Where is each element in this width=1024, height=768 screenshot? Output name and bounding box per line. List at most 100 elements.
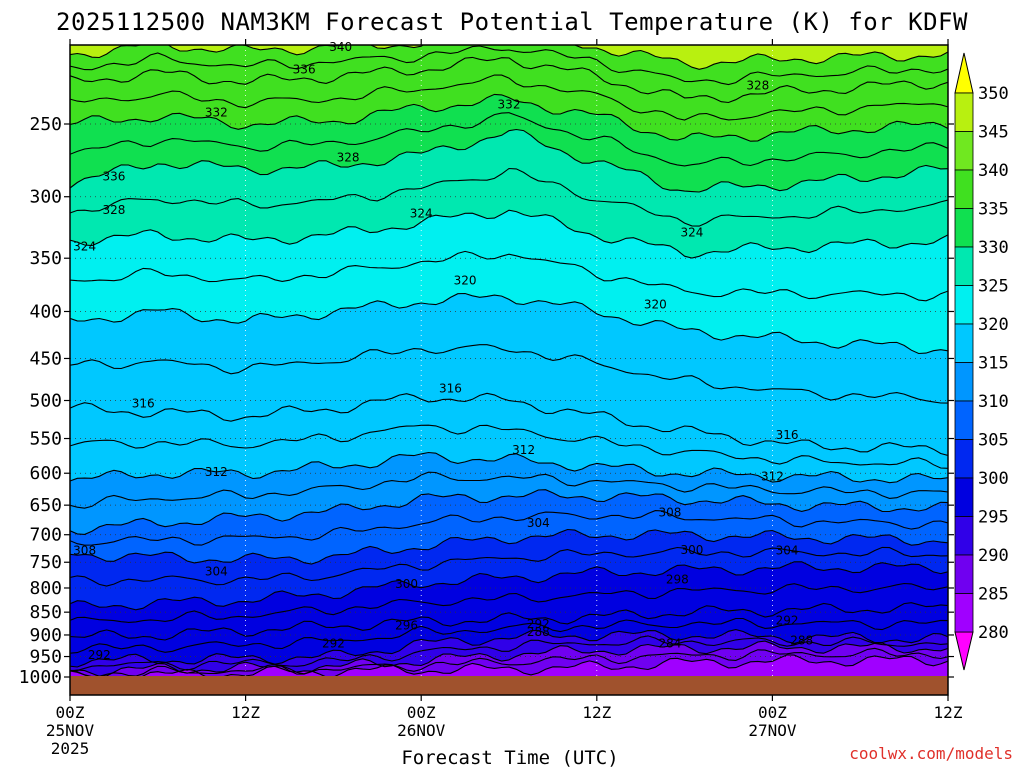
contour-mid-296 (70, 582, 948, 623)
contour-label: 328 (102, 203, 125, 217)
y-tick-label: 300 (29, 187, 62, 208)
colorbar-label: 335 (978, 200, 1009, 220)
credit-text: coolwx.com/models (849, 744, 1013, 763)
contour-label: 288 (527, 625, 550, 639)
x-axis-label: Forecast Time (UTC) (401, 747, 618, 768)
x-tick-label: 00Z (758, 703, 787, 722)
contour-label: 284 (659, 636, 682, 650)
contour-332 (70, 93, 948, 142)
colorbar-label: 285 (978, 585, 1009, 605)
colorbar-segment (954, 554, 974, 594)
y-tick-label: 950 (29, 647, 62, 668)
contour-mid-288 (70, 635, 948, 671)
contour-label: 304 (527, 516, 550, 530)
colorbar-segment (954, 323, 974, 363)
y-tick-label: 750 (29, 552, 62, 573)
temperature-field (70, 45, 948, 695)
contour-mid-304 (70, 510, 948, 546)
contour-336 (70, 56, 948, 104)
colorbar-label: 315 (978, 354, 1009, 374)
y-tick-label: 800 (29, 578, 62, 599)
colorbar-label: 295 (978, 508, 1009, 528)
y-tick-label: 250 (29, 114, 62, 135)
contour-304 (70, 528, 948, 565)
x-tick-label: 27NOV (748, 721, 797, 740)
contour-label: 332 (498, 97, 521, 111)
contour-mid-312 (70, 424, 948, 469)
contour-mid-320 (70, 250, 948, 302)
contour-316 (70, 392, 948, 457)
contour-label: 312 (512, 443, 535, 457)
colorbar-segment (954, 400, 974, 440)
contour-label: 292 (527, 617, 550, 631)
colorbar-segment (954, 362, 974, 402)
contour-label: 300 (395, 577, 418, 591)
contour-mid-292 (70, 617, 948, 654)
x-tick-label: 00Z (56, 703, 85, 722)
colorbar-top-arrow (954, 52, 974, 94)
contour-label: 324 (680, 225, 703, 239)
contour-label: 300 (680, 543, 703, 557)
contour-324 (70, 209, 948, 259)
contour-label: 332 (205, 106, 228, 120)
grid-lines (70, 45, 948, 695)
x-tick-label: 25NOV (46, 721, 95, 740)
contour-mid-284 (70, 647, 948, 678)
colorbar-label: 280 (978, 623, 1009, 643)
x-tick-label: 00Z (407, 703, 436, 722)
y-tick-label: 1000 (19, 667, 62, 688)
colorbar-segment (954, 593, 974, 633)
x-tick-label: 12Z (582, 703, 611, 722)
colorbar-label: 340 (978, 161, 1009, 181)
contour-320 (70, 292, 948, 355)
chart-title: 2025112500 NAM3KM Forecast Potential Tem… (56, 8, 968, 36)
contour-label: 336 (102, 169, 125, 183)
contour-340 (70, 45, 948, 70)
contour-lines (70, 45, 948, 683)
contour-label: 296 (395, 619, 418, 633)
y-axis: 2503003504004505005506006507007508008509… (19, 114, 954, 688)
contour-label: 292 (322, 637, 345, 651)
colorbar-label: 345 (978, 123, 1009, 143)
contour-label: 340 (329, 40, 352, 54)
contour-mid-336 (70, 45, 948, 86)
colorbar: 350 345 340 335 330 325 320 315 310 305 300 295 290 2… (954, 52, 1009, 671)
colorbar-segment (954, 131, 974, 171)
colorbar-label: 305 (978, 431, 1009, 451)
y-tick-label: 600 (29, 463, 62, 484)
y-tick-label: 900 (29, 625, 62, 646)
colorbar-label: 325 (978, 277, 1009, 297)
contour-label: 328 (746, 79, 769, 93)
y-tick-label: 400 (29, 301, 62, 322)
colorbar-segment (954, 246, 974, 286)
colorbar-segment (954, 285, 974, 325)
colorbar-label: 310 (978, 392, 1009, 412)
x-tick-label: 12Z (934, 703, 963, 722)
colorbar-label: 320 (978, 315, 1009, 335)
colorbar-label: 300 (978, 469, 1009, 489)
contour-label: 324 (73, 240, 96, 254)
contour-label: 328 (337, 151, 360, 165)
contour-328 (70, 128, 948, 193)
contour-label: 336 (293, 62, 316, 76)
contour-label: 316 (439, 381, 462, 395)
colorbar-label: 330 (978, 238, 1009, 258)
contour-label: 304 (205, 565, 228, 579)
contour-label: 292 (776, 614, 799, 628)
contour-label: 312 (205, 465, 228, 479)
x-tick-label: 2025 (51, 739, 90, 758)
contour-label: 320 (454, 273, 477, 287)
colorbar-segment (954, 516, 974, 556)
contour-label: 324 (410, 207, 433, 221)
y-tick-label: 450 (29, 348, 62, 369)
y-tick-label: 550 (29, 429, 62, 450)
contour-label: 316 (132, 397, 155, 411)
contour-292 (70, 629, 948, 668)
y-tick-label: 650 (29, 495, 62, 516)
x-tick-label: 12Z (231, 703, 260, 722)
colorbar-segment (954, 477, 974, 517)
contour-296 (70, 602, 948, 641)
contour-label: 320 (644, 297, 667, 311)
contour-mid-308 (70, 471, 948, 509)
